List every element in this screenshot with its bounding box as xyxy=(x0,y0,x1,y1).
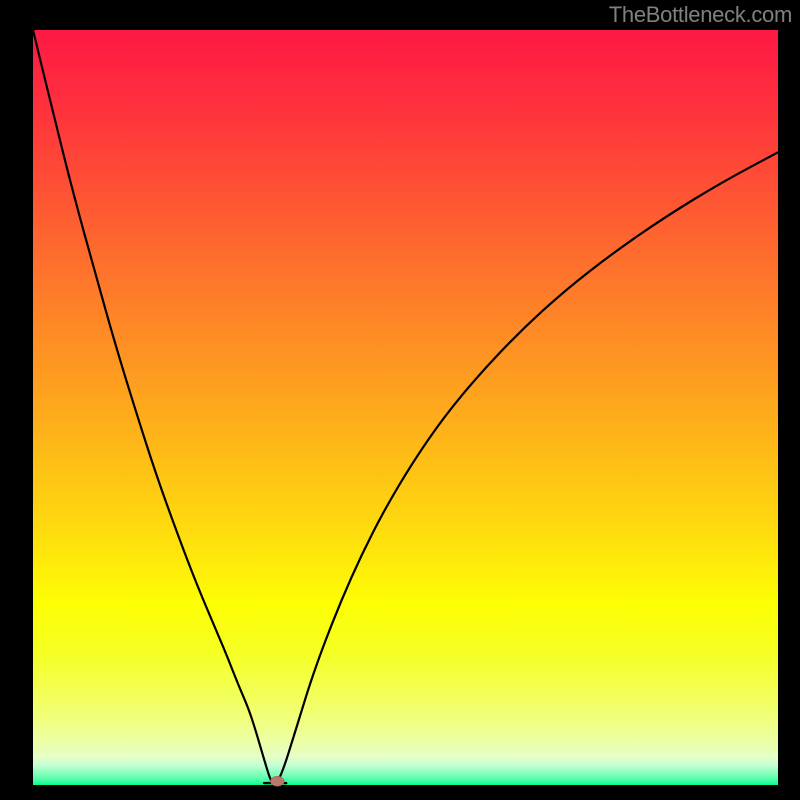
optimal-point-marker xyxy=(270,776,284,786)
chart-container: TheBottleneck.com xyxy=(0,0,800,800)
plot-background xyxy=(33,30,778,785)
watermark-text: TheBottleneck.com xyxy=(609,2,792,28)
bottleneck-chart-svg xyxy=(0,0,800,800)
